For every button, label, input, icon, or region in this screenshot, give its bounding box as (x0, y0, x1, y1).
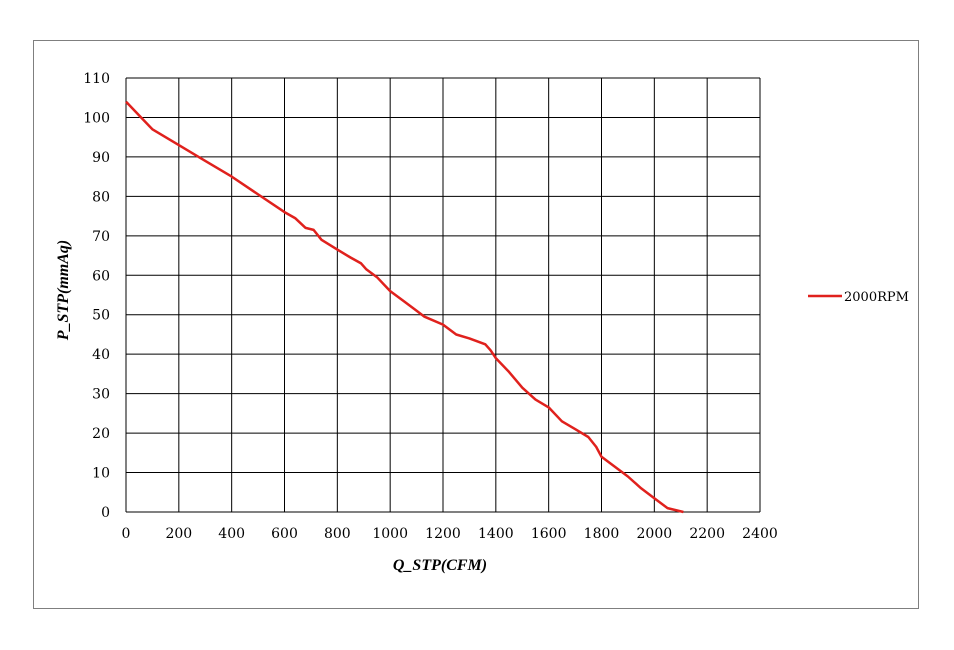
x-tick-label: 800 (324, 526, 351, 542)
y-tick-label: 30 (92, 387, 110, 403)
x-tick-label: 1000 (372, 526, 408, 542)
y-tick-labels: 0 10 20 30 40 50 60 70 80 90 100 110 (83, 71, 110, 521)
x-tick-label: 2200 (689, 526, 725, 542)
chart-frame (33, 40, 919, 609)
x-tick-label: 1800 (584, 526, 620, 542)
y-tick-label: 40 (92, 347, 110, 363)
y-axis-title: P_STP(mmAq) (55, 240, 72, 341)
y-tick-label: 100 (83, 110, 110, 126)
x-tick-label: 400 (218, 526, 245, 542)
x-tick-labels: 0 200 400 600 800 1000 1200 1400 1600 1800 2000 220… (122, 526, 778, 542)
legend-label-2000rpm: 2000RPM (844, 290, 909, 305)
series-line-2000rpm (125, 100, 684, 514)
x-tick-label: 600 (271, 526, 298, 542)
y-tick-label: 80 (92, 189, 110, 205)
y-tick-label: 50 (92, 308, 110, 324)
y-tick-label: 20 (92, 426, 110, 442)
x-axis-title: Q_STP(CFM) (393, 557, 487, 574)
y-tick-label: 110 (83, 71, 110, 87)
x-tick-label: 1200 (425, 526, 461, 542)
y-tick-label: 0 (101, 505, 110, 521)
legend: 2000RPM (808, 290, 909, 305)
y-tick-label: 60 (92, 268, 110, 284)
x-tick-label: 1600 (531, 526, 567, 542)
x-tick-label: 0 (122, 526, 131, 542)
y-tick-label: 10 (92, 466, 110, 482)
y-tick-label: 90 (92, 150, 110, 166)
y-tick-label: 70 (92, 229, 110, 245)
grid (125, 77, 761, 513)
series (125, 100, 684, 514)
x-tick-label: 2400 (742, 526, 778, 542)
x-tick-label: 200 (165, 526, 192, 542)
x-tick-label: 1400 (478, 526, 514, 542)
x-tick-label: 2000 (637, 526, 673, 542)
